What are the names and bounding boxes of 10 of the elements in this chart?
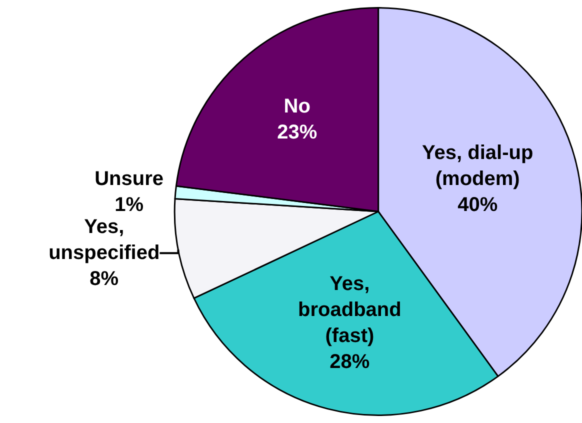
slice-label: Yes, broadband (fast) (298, 272, 402, 347)
slice-label: Yes, unspecified (48, 216, 160, 264)
data-label: 40% (458, 194, 498, 216)
data-label: 8% (90, 268, 119, 290)
data-label: 1% (114, 194, 144, 216)
slice-label: No (284, 96, 310, 118)
data-label: 28% (330, 350, 370, 373)
slice-label: Yes, dial-up (modem) (422, 142, 534, 190)
data-label: 23% (277, 122, 318, 144)
slice-label: Unsure (94, 168, 164, 190)
